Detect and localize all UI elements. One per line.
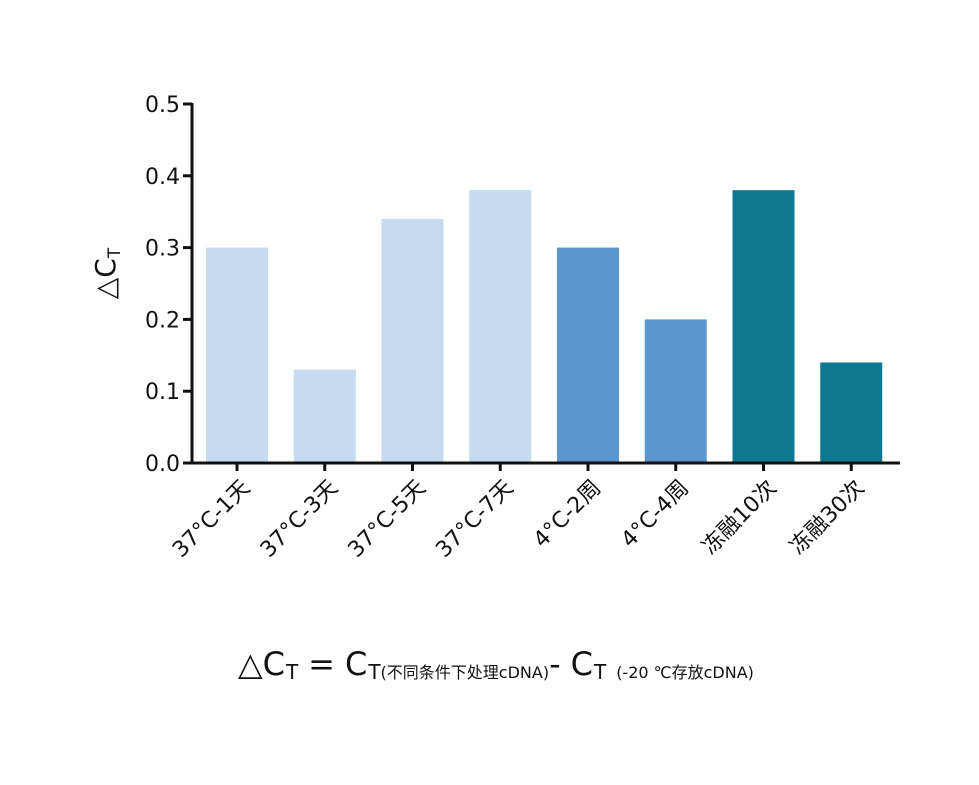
bar xyxy=(206,247,268,462)
y-tick-label: 0.1 xyxy=(145,380,180,405)
y-tick-label: 0.2 xyxy=(145,308,180,333)
y-tick-label: 0.4 xyxy=(145,165,180,190)
formula-lhs: △C xyxy=(238,645,285,683)
formula-equals: = xyxy=(308,645,335,683)
y-axis-label: △CT xyxy=(89,247,125,299)
bar xyxy=(557,247,619,462)
y-tick-label: 0.3 xyxy=(145,237,180,262)
bar xyxy=(644,319,707,462)
y-axis-label-subscript: T xyxy=(105,247,125,259)
formula-term2-subscript: T xyxy=(593,660,607,684)
x-tick-label: 4°C-2周 xyxy=(529,476,606,553)
bar xyxy=(820,362,883,462)
bars xyxy=(206,190,883,462)
bar xyxy=(732,190,795,462)
formula-term1-note: (不同条件下处理cDNA) xyxy=(380,663,550,682)
y-tick-label: 0.0 xyxy=(145,452,180,477)
formula-term1-subscript: T xyxy=(368,660,381,684)
formula-minus: - xyxy=(549,645,561,683)
formula-term2-note: (-20 ℃存放cDNA) xyxy=(616,663,754,682)
x-tick-label: 冻融10次 xyxy=(698,476,782,560)
x-tick-label: 4°C-4周 xyxy=(617,476,694,553)
axes xyxy=(190,103,900,465)
y-axis-ticks: 0.0 0.1 0.2 0.3 0.4 0.5 xyxy=(145,93,192,477)
bar xyxy=(469,190,532,462)
x-axis-ticks: 37°C-1天 37°C-3天 37°C-5天 37°C-7天 4°C-2周 4°C-4周… xyxy=(168,463,869,563)
x-tick-label: 37°C-5天 xyxy=(344,476,431,563)
bar xyxy=(381,218,444,462)
x-tick-label: 37°C-3天 xyxy=(256,476,343,563)
formula-lhs-subscript: T xyxy=(285,660,299,684)
formula-term2: C xyxy=(570,645,593,683)
bar xyxy=(293,369,356,462)
x-tick-label: 37°C-1天 xyxy=(168,476,255,563)
formula-term1: C xyxy=(344,645,368,683)
y-axis-label-main: △C xyxy=(89,258,122,299)
x-tick-label: 冻融30次 xyxy=(785,476,869,560)
y-tick-label: 0.5 xyxy=(145,93,180,118)
x-tick-label: 37°C-7天 xyxy=(431,476,518,563)
